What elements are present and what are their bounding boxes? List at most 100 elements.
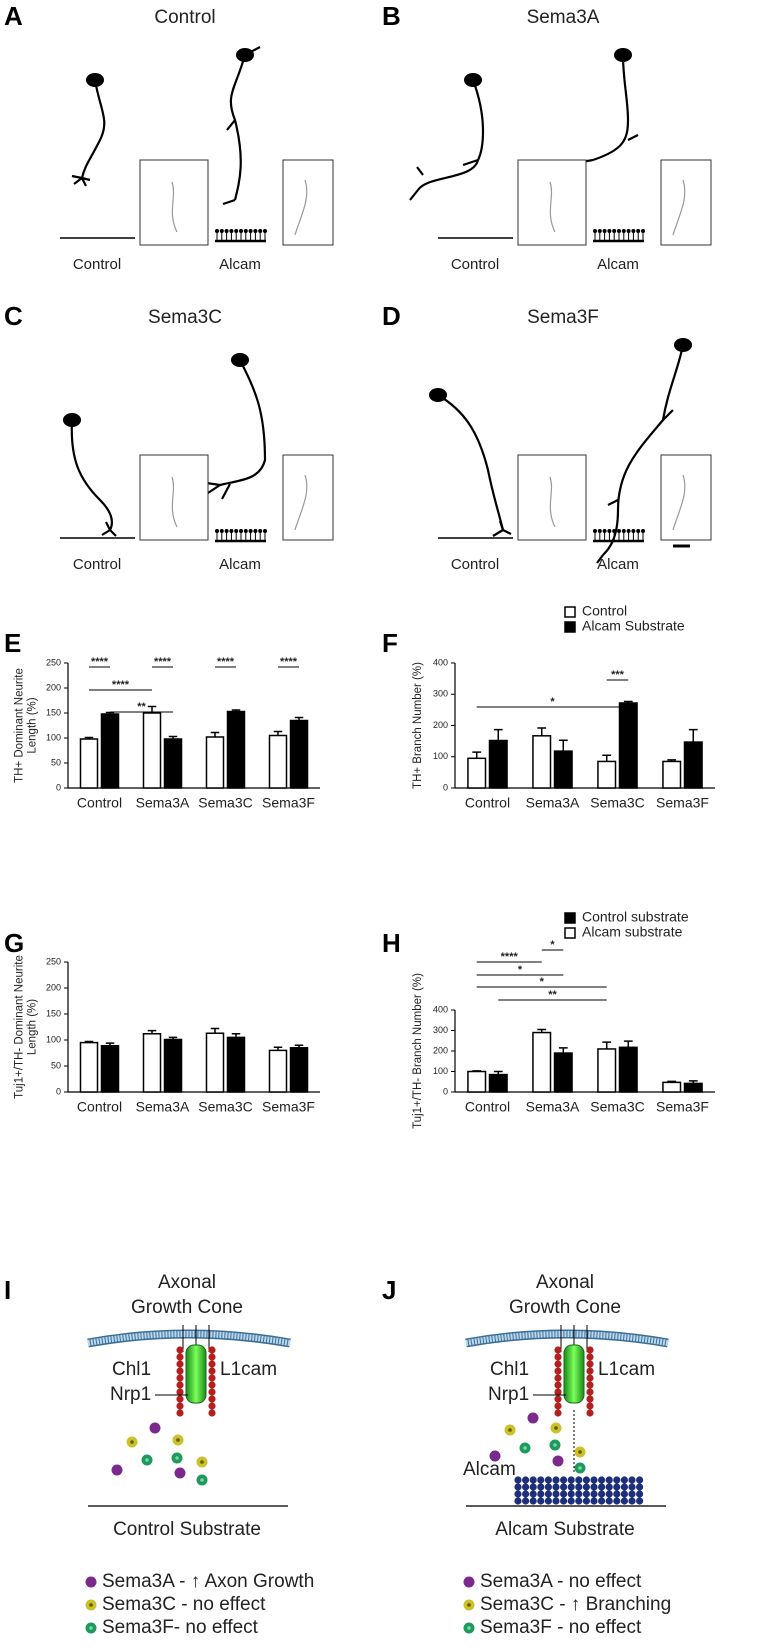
alcam-bead — [560, 1483, 568, 1491]
semaphorin — [149, 1422, 161, 1434]
semaphorin-center — [175, 1456, 179, 1460]
inset — [282, 454, 334, 541]
inset-neuron — [549, 476, 556, 528]
alcam-bead — [636, 1490, 644, 1498]
alcam-bead — [641, 529, 645, 533]
alcam-bead — [560, 1497, 568, 1505]
alcam-bead — [582, 1476, 591, 1484]
alcam-bead — [522, 1476, 530, 1484]
alcam-bead — [219, 529, 224, 533]
bar — [618, 1046, 638, 1093]
neurite — [229, 54, 247, 201]
significance-label: * — [518, 964, 523, 976]
receptor-label: L1cam — [220, 1359, 277, 1380]
legend-label: Sema3A - ↑ Axon Growth — [102, 1571, 314, 1592]
error-bar — [472, 1070, 482, 1072]
neurite — [80, 79, 106, 179]
y-tick-label: 100 — [46, 732, 61, 742]
x-tick-label: Sema3C — [590, 795, 644, 811]
y-tick-label: 0 — [443, 1086, 448, 1096]
chl1-bead — [554, 1395, 562, 1403]
y-tick-label: 250 — [46, 956, 61, 966]
error-bar — [667, 759, 677, 762]
alcam-bead — [224, 529, 229, 533]
panel-label: D — [382, 301, 401, 331]
semaphorin — [489, 1450, 501, 1462]
error-bar — [558, 1047, 568, 1054]
bar — [488, 739, 508, 789]
semaphorin — [174, 1467, 186, 1479]
legend-label: Alcam substrate — [582, 924, 683, 940]
alcam-bead — [620, 1476, 629, 1484]
significance-label: * — [550, 696, 555, 708]
semaphorin-center — [145, 1458, 149, 1462]
alcam-bead — [621, 529, 626, 533]
significance-label: **** — [501, 951, 519, 963]
alcam-bead — [590, 1490, 598, 1498]
alcam-bead — [544, 1497, 553, 1505]
semaphorin-center — [554, 1426, 558, 1430]
l1cam-bead — [586, 1367, 594, 1375]
nrp1-receptor — [185, 1344, 207, 1404]
alcam-bead — [522, 1490, 530, 1498]
panel-label: C — [4, 301, 23, 331]
inset-neuron — [171, 476, 178, 528]
substrate-label: Control Substrate — [113, 1519, 261, 1540]
semaphorin-center — [578, 1466, 582, 1470]
diagram-title: Axonal — [158, 1272, 216, 1293]
bar — [532, 735, 552, 789]
y-tick-label: 0 — [56, 1086, 61, 1096]
semaphorin-center — [467, 1603, 471, 1607]
bar — [597, 1048, 617, 1093]
bar — [662, 1081, 682, 1093]
soma — [63, 413, 81, 427]
bar — [532, 1031, 552, 1093]
error-bar — [84, 1040, 94, 1043]
alcam-bead — [560, 1476, 568, 1484]
alcam-bead — [544, 1490, 553, 1498]
l1cam-bead — [208, 1402, 216, 1410]
legend-label: Control — [582, 603, 627, 619]
alcam-bead — [537, 1490, 545, 1498]
chl1-bead — [176, 1346, 184, 1354]
inset-neuron — [672, 474, 686, 531]
alcam-bead — [636, 1483, 644, 1491]
alcam-bead — [537, 1483, 545, 1491]
alcam-bead — [243, 229, 248, 233]
diagram-title: Growth Cone — [131, 1297, 243, 1318]
error-bar — [623, 1040, 633, 1048]
alcam-bead — [215, 229, 219, 233]
inset-neuron — [672, 179, 686, 236]
bar — [618, 702, 638, 789]
y-axis-label: TH+ Dominant Neurite — [14, 668, 26, 783]
l1cam-bead — [586, 1360, 594, 1368]
l1cam-bead — [586, 1381, 594, 1389]
alcam-bead — [529, 1497, 537, 1505]
significance-label: *** — [611, 669, 625, 681]
error-bar — [273, 730, 283, 736]
x-tick-label: Sema3A — [136, 795, 190, 811]
soma — [429, 388, 447, 402]
caption: Alcam — [219, 556, 261, 573]
alcam-bead — [605, 1490, 613, 1498]
bar — [488, 1073, 508, 1093]
error-bar — [602, 1041, 612, 1049]
diagram-title: Growth Cone — [509, 1297, 621, 1318]
inset-neuron — [549, 181, 556, 233]
alcam-bead — [613, 1497, 621, 1505]
panel-title: Sema3F — [527, 307, 599, 328]
x-tick-label: Sema3F — [262, 795, 315, 811]
alcam-bead — [620, 1483, 629, 1491]
bar — [467, 1070, 487, 1093]
alcam-bead — [239, 529, 243, 533]
alcam-bead — [253, 229, 258, 233]
legend-label: Sema3C - ↑ Branching — [480, 1594, 671, 1615]
neuron-images — [409, 48, 712, 246]
error-bar — [667, 1080, 677, 1083]
l1cam-bead — [586, 1346, 594, 1354]
bar — [205, 736, 225, 789]
alcam-bead — [514, 1483, 522, 1491]
bar — [100, 713, 120, 789]
alcam-bead — [607, 529, 612, 533]
